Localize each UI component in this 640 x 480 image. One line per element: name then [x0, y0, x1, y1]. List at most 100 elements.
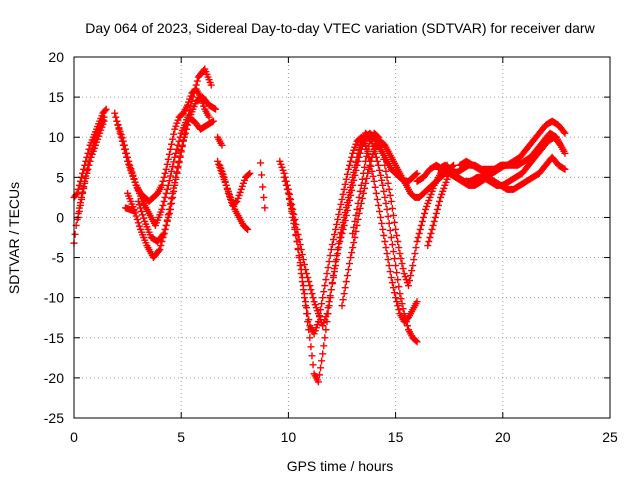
data-point-marker — [314, 318, 322, 326]
data-point-marker — [232, 198, 240, 206]
data-point-marker — [259, 183, 267, 191]
data-point-marker — [321, 334, 329, 342]
data-point-marker — [358, 175, 366, 183]
data-point-marker — [561, 165, 569, 173]
data-point-marker — [222, 181, 230, 189]
data-point-marker — [352, 158, 360, 166]
data-point-marker — [386, 191, 394, 199]
data-point-marker — [79, 189, 87, 197]
data-point-marker — [391, 218, 399, 226]
data-point-marker — [162, 221, 170, 229]
data-point-marker — [386, 268, 394, 276]
data-point-marker — [351, 217, 359, 225]
data-point-marker — [243, 224, 251, 232]
data-point-marker — [386, 226, 394, 234]
data-point-marker — [134, 197, 142, 205]
data-point-marker — [352, 211, 360, 219]
data-point-marker — [421, 209, 429, 217]
data-point-marker — [379, 149, 387, 157]
data-point-marker — [346, 161, 354, 169]
chart-title: Day 064 of 2023, Sidereal Day-to-day VTE… — [85, 20, 595, 36]
data-point-marker — [418, 217, 426, 225]
data-point-marker — [329, 236, 337, 244]
data-point-marker — [338, 302, 346, 310]
data-point-marker — [183, 125, 191, 133]
y-axis-label: SDTVAR / TECUs — [6, 182, 22, 294]
data-point-marker — [429, 221, 437, 229]
data-point-marker — [349, 244, 357, 252]
data-point-marker — [413, 298, 421, 306]
data-point-marker — [385, 219, 393, 227]
data-point-marker — [355, 145, 363, 153]
data-point-marker — [333, 252, 341, 260]
data-point-marker — [361, 163, 369, 171]
data-point-marker — [413, 169, 421, 177]
data-point-marker — [291, 225, 299, 233]
data-point-marker — [334, 246, 342, 254]
data-point-marker — [184, 121, 192, 129]
data-point-marker — [295, 252, 303, 260]
data-point-marker — [173, 169, 181, 177]
series-trace-12 — [257, 159, 269, 212]
data-point-marker — [377, 213, 385, 221]
data-point-marker — [158, 205, 166, 213]
data-point-marker — [317, 306, 325, 314]
data-point-marker — [80, 184, 88, 192]
data-point-marker — [392, 225, 400, 233]
data-point-marker — [305, 316, 313, 324]
data-point-marker — [380, 155, 388, 163]
data-point-marker — [307, 343, 315, 351]
data-point-marker — [378, 176, 386, 184]
data-point-marker — [391, 255, 399, 263]
data-point-marker — [102, 105, 110, 113]
series-trace-11 — [214, 133, 226, 149]
data-point-marker — [339, 218, 347, 226]
data-point-marker — [373, 157, 381, 165]
data-point-marker — [220, 173, 228, 181]
x-tick-labels: 0 5 10 15 20 25 — [70, 429, 618, 445]
data-point-marker — [399, 265, 407, 273]
data-point-marker — [257, 159, 265, 167]
data-point-marker — [337, 228, 345, 236]
data-point-marker — [126, 161, 134, 169]
x-tick-label: 15 — [388, 429, 404, 445]
data-point-marker — [343, 198, 351, 206]
data-point-marker — [344, 193, 352, 201]
data-point-marker — [350, 223, 358, 231]
series-trace-15 — [284, 133, 421, 338]
data-point-marker — [363, 152, 371, 160]
data-point-marker — [284, 189, 292, 197]
data-point-marker — [347, 254, 355, 262]
data-point-marker — [258, 171, 266, 179]
data-point-marker — [326, 252, 334, 260]
data-point-marker — [419, 213, 427, 221]
data-point-marker — [314, 378, 322, 386]
data-point-marker — [190, 89, 198, 97]
data-points — [70, 65, 569, 386]
data-point-marker — [388, 279, 396, 287]
data-point-marker — [376, 207, 384, 215]
data-point-marker — [404, 282, 412, 290]
data-point-marker — [162, 189, 170, 197]
data-point-marker — [365, 142, 373, 150]
y-tick-label: 20 — [48, 49, 64, 65]
data-point-marker — [160, 229, 168, 237]
data-point-marker — [381, 193, 389, 201]
data-point-marker — [81, 179, 89, 187]
data-point-marker — [161, 193, 169, 201]
data-point-marker — [304, 310, 312, 318]
data-point-marker — [121, 145, 129, 153]
data-point-marker — [376, 166, 384, 174]
data-point-marker — [415, 229, 423, 237]
data-point-marker — [388, 204, 396, 212]
data-point-marker — [324, 264, 332, 272]
data-point-marker — [362, 141, 370, 149]
series-trace-10 — [216, 161, 254, 209]
data-point-marker — [212, 105, 220, 113]
data-point-marker — [138, 207, 146, 215]
data-point-marker — [383, 205, 391, 213]
data-point-marker — [397, 255, 405, 263]
data-point-marker — [113, 117, 121, 125]
data-point-marker — [388, 241, 396, 249]
